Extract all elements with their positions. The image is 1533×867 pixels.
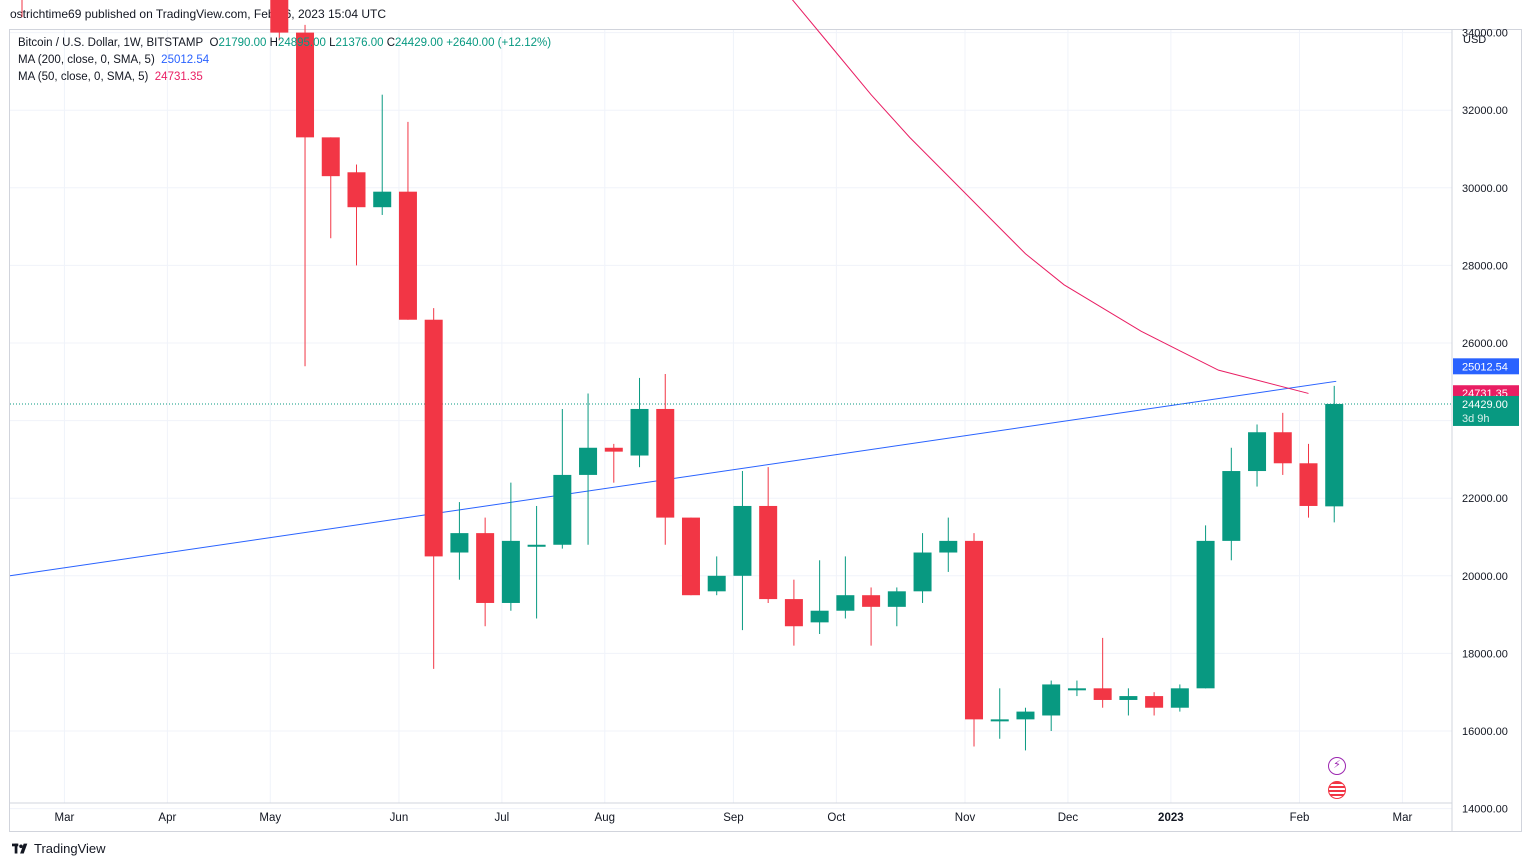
candle-down xyxy=(424,319,443,557)
last-price-tag-bg xyxy=(1453,395,1519,426)
candle-down xyxy=(862,595,881,607)
legend-ma200-row[interactable]: MA (200, close, 0, SMA, 5) 25012.54 xyxy=(18,52,551,69)
candle-down xyxy=(296,32,315,138)
x-tick-label: Aug xyxy=(595,812,615,824)
candle-up xyxy=(1170,688,1189,708)
candle-up xyxy=(553,474,572,545)
us-flag-icon[interactable] xyxy=(1328,781,1346,799)
candle-down xyxy=(476,533,495,603)
candle-up xyxy=(913,552,932,592)
legend-ma50-label: MA (50, close, 0, SMA, 5) xyxy=(18,71,149,83)
legend-ma200-value: 25012.54 xyxy=(161,54,210,66)
candle-up xyxy=(450,533,469,553)
legend-change: +2640.00 (+12.12%) xyxy=(446,37,552,49)
candle-up xyxy=(1067,688,1086,691)
x-tick-label: Feb xyxy=(1290,812,1310,824)
y-tick-label: 30000.00 xyxy=(1462,183,1508,195)
candle-up xyxy=(373,191,392,208)
chart-frame xyxy=(9,29,1522,832)
candle-up xyxy=(501,540,520,603)
candle-up xyxy=(887,591,906,607)
y-tick-label: 14000.00 xyxy=(1462,804,1508,816)
footer-brand: TradingView xyxy=(34,841,106,856)
candle-up xyxy=(1042,684,1061,716)
y-tick-label: 26000.00 xyxy=(1462,338,1508,350)
y-tick-label: 16000.00 xyxy=(1462,726,1508,738)
y-tick-label: 18000.00 xyxy=(1462,648,1508,660)
candle-up xyxy=(1222,471,1241,541)
candle-down xyxy=(1093,688,1112,700)
candle-up xyxy=(707,575,726,592)
candle-up xyxy=(1325,403,1344,507)
y-tick-label: 22000.00 xyxy=(1462,493,1508,505)
legend-low: 21376.00 xyxy=(335,37,384,49)
candle-up xyxy=(1016,711,1035,720)
candle-down xyxy=(681,517,700,596)
candle-down xyxy=(965,540,984,720)
legend-low-label: L xyxy=(329,37,336,49)
x-tick-label: Mar xyxy=(1393,812,1413,824)
legend-ma50-row[interactable]: MA (50, close, 0, SMA, 5) 24731.35 xyxy=(18,69,551,86)
candle-up xyxy=(810,610,829,623)
x-tick-label: Dec xyxy=(1058,812,1079,824)
currency-label: USD xyxy=(1463,34,1487,46)
candle-up xyxy=(527,544,546,547)
candle-up xyxy=(630,408,649,456)
x-tick-label: Oct xyxy=(827,812,846,824)
candle-up xyxy=(579,447,598,475)
legend-close: 24429.00 xyxy=(395,37,443,49)
y-tick-label: 34000.00 xyxy=(1462,28,1508,40)
legend-open: 21790.00 xyxy=(218,37,267,49)
candle-down xyxy=(604,447,623,452)
legend-symbol: Bitcoin / U.S. Dollar, 1W, BITSTAMP xyxy=(18,37,204,49)
x-tick-label: May xyxy=(259,812,281,824)
candle-up xyxy=(1248,432,1267,472)
legend-high: 24895.00 xyxy=(277,37,326,49)
x-tick-label: Mar xyxy=(55,812,75,824)
legend-close-label: C xyxy=(386,37,396,49)
ma200-tag: 25012.54 xyxy=(1462,361,1508,373)
tradingview-logo-icon xyxy=(12,843,28,853)
candle-up xyxy=(733,505,752,576)
chart-legend: Bitcoin / U.S. Dollar, 1W, BITSTAMP O217… xyxy=(18,35,551,86)
candle-up xyxy=(1119,696,1138,700)
candle-down xyxy=(1299,463,1318,506)
ma50-line xyxy=(791,0,1309,394)
candle-down xyxy=(347,172,366,208)
candle-down xyxy=(759,505,778,600)
y-tick-label: 32000.00 xyxy=(1462,105,1508,117)
candle-up xyxy=(990,719,1009,722)
legend-ma200-label: MA (200, close, 0, SMA, 5) xyxy=(18,54,155,66)
candle-down xyxy=(321,137,340,177)
last-price-tag: 24429.00 xyxy=(1462,399,1508,411)
x-tick-label: Jul xyxy=(495,812,510,824)
legend-ma50-value: 24731.35 xyxy=(154,71,203,83)
candle-up xyxy=(836,595,855,611)
candle-up xyxy=(939,540,958,553)
legend-high-label: H xyxy=(269,37,278,49)
x-tick-label: Nov xyxy=(955,812,976,824)
candle-down xyxy=(656,408,675,518)
ma200-tag-bg xyxy=(1453,358,1519,375)
candle-down xyxy=(398,191,417,320)
x-tick-label: 2023 xyxy=(1158,812,1184,824)
legend-open-label: O xyxy=(209,37,219,49)
y-tick-label: 20000.00 xyxy=(1462,571,1508,583)
candle-down xyxy=(1145,696,1164,708)
y-tick-label: 28000.00 xyxy=(1462,260,1508,272)
x-tick-label: Jun xyxy=(390,812,409,824)
publisher-line: ostrichtime69 published on TradingView.c… xyxy=(10,7,386,21)
x-tick-label: Apr xyxy=(158,812,176,824)
candle-up xyxy=(1196,540,1215,689)
lightning-icon[interactable]: ⚡ xyxy=(1328,757,1346,775)
candle-down xyxy=(784,599,803,627)
x-tick-label: Sep xyxy=(723,812,743,824)
footer[interactable]: TradingView xyxy=(12,841,106,856)
candle-down xyxy=(270,0,289,33)
last-price-tag-countdown: 3d 9h xyxy=(1462,413,1490,425)
candle-down xyxy=(1273,432,1292,464)
legend-symbol-row[interactable]: Bitcoin / U.S. Dollar, 1W, BITSTAMP O217… xyxy=(18,35,551,52)
